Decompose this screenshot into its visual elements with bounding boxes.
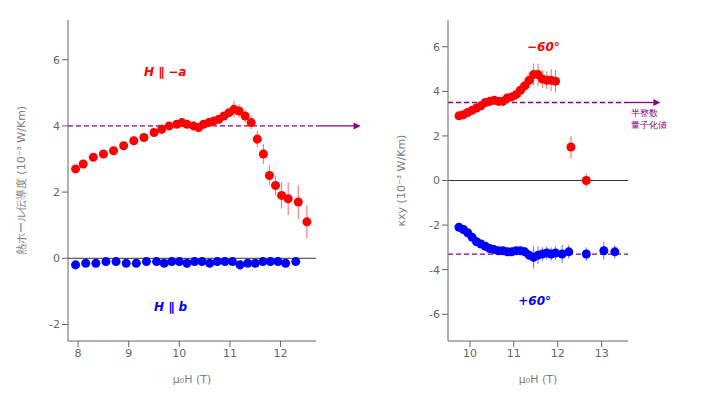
svg-text:H ∥ −a: H ∥ −a bbox=[144, 65, 187, 79]
svg-text:4: 4 bbox=[433, 85, 440, 98]
svg-text:6: 6 bbox=[433, 41, 440, 54]
svg-text:13: 13 bbox=[595, 347, 609, 360]
svg-text:12: 12 bbox=[551, 347, 565, 360]
svg-text:8: 8 bbox=[75, 347, 82, 360]
svg-text:-6: -6 bbox=[429, 308, 440, 321]
svg-text:半整数量子化値: 半整数量子化値 bbox=[631, 108, 667, 130]
svg-text:熱ホール伝導度 (10⁻³ W/Km): 熱ホール伝導度 (10⁻³ W/Km) bbox=[15, 106, 28, 255]
svg-text:10: 10 bbox=[172, 347, 186, 360]
svg-text:6: 6 bbox=[53, 54, 60, 67]
svg-text:2: 2 bbox=[53, 186, 60, 199]
svg-text:4: 4 bbox=[53, 120, 60, 133]
svg-text:H ∥ b: H ∥ b bbox=[154, 300, 187, 314]
svg-text:12: 12 bbox=[274, 347, 288, 360]
svg-text:κxy (10⁻³ W/Km): κxy (10⁻³ W/Km) bbox=[395, 135, 408, 227]
svg-text:μ₀H (T): μ₀H (T) bbox=[519, 373, 557, 386]
svg-text:11: 11 bbox=[223, 347, 237, 360]
svg-text:0: 0 bbox=[433, 174, 440, 187]
svg-text:11: 11 bbox=[507, 347, 521, 360]
svg-text:+60°: +60° bbox=[518, 294, 551, 308]
svg-text:μ₀H (T): μ₀H (T) bbox=[173, 373, 211, 386]
svg-text:−60°: −60° bbox=[527, 40, 560, 54]
svg-text:0: 0 bbox=[53, 252, 60, 265]
svg-text:10: 10 bbox=[463, 347, 477, 360]
svg-text:2: 2 bbox=[433, 130, 440, 143]
svg-text:-2: -2 bbox=[49, 318, 60, 331]
svg-text:-4: -4 bbox=[429, 264, 440, 277]
svg-text:9: 9 bbox=[125, 347, 132, 360]
svg-text:-2: -2 bbox=[429, 219, 440, 232]
